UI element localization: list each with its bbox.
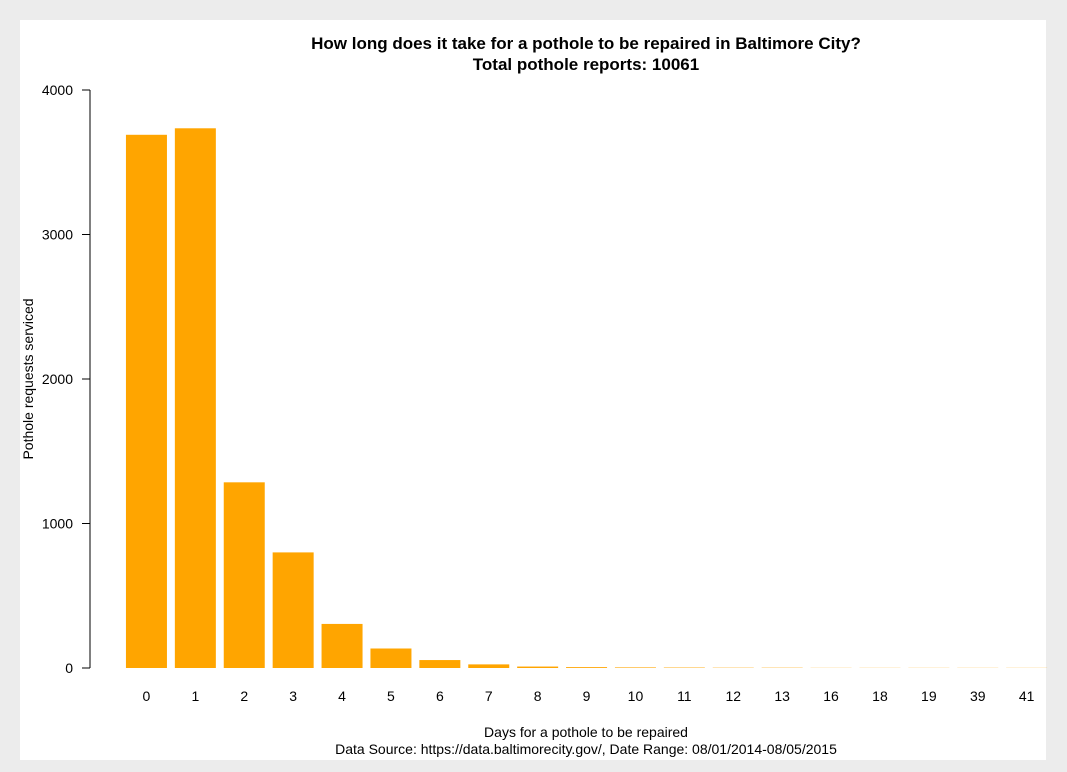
- y-tick-label: 2000: [42, 371, 73, 387]
- y-tick-label: 4000: [42, 82, 73, 98]
- bar: [468, 664, 510, 668]
- bar: [566, 667, 608, 668]
- x-tick-label: 39: [970, 688, 986, 704]
- x-tick-label: 1: [191, 688, 199, 704]
- bar: [174, 128, 216, 669]
- chart-title: How long does it take for a pothole to b…: [311, 34, 861, 53]
- x-tick-label: 2: [240, 688, 248, 704]
- x-tick-label: 9: [583, 688, 591, 704]
- bar: [370, 648, 412, 668]
- bar: [223, 482, 265, 668]
- bar: [272, 552, 314, 668]
- x-tick-label: 10: [628, 688, 644, 704]
- x-tick-label: 16: [823, 688, 839, 704]
- x-tick-label: 4: [338, 688, 346, 704]
- bar: [419, 660, 461, 668]
- x-axis-label: Days for a pothole to be repaired: [484, 724, 688, 740]
- y-tick-label: 0: [65, 660, 73, 676]
- x-tick-label: 5: [387, 688, 395, 704]
- chart-subtitle: Total pothole reports: 10061: [473, 55, 699, 74]
- bar: [517, 666, 559, 668]
- bars: [125, 128, 1048, 669]
- y-axis: 0 1000 2000 3000 4000: [42, 82, 91, 676]
- x-tick-label: 12: [725, 688, 741, 704]
- bar: [614, 667, 656, 668]
- source-note: Data Source: https://data.baltimorecity.…: [335, 741, 837, 757]
- x-tick-label: 8: [534, 688, 542, 704]
- bar: [321, 623, 363, 668]
- y-tick-label: 3000: [42, 227, 73, 243]
- x-tick-label: 13: [774, 688, 790, 704]
- x-tick-label: 41: [1019, 688, 1035, 704]
- y-axis-label: Pothole requests serviced: [20, 298, 36, 459]
- y-tick-label: 1000: [42, 516, 73, 532]
- x-tick-label: 6: [436, 688, 444, 704]
- x-tick-label: 18: [872, 688, 888, 704]
- x-tick-label: 0: [143, 688, 151, 704]
- x-tick-label: 3: [289, 688, 297, 704]
- bar: [125, 134, 167, 669]
- x-tick-label: 7: [485, 688, 493, 704]
- x-tick-label: 11: [677, 688, 692, 704]
- x-tick-labels: 0 1 2 3 4 5 6 7 8 9 10 11 12 13 16 18 19 39 41: [143, 688, 1035, 704]
- x-tick-label: 19: [921, 688, 937, 704]
